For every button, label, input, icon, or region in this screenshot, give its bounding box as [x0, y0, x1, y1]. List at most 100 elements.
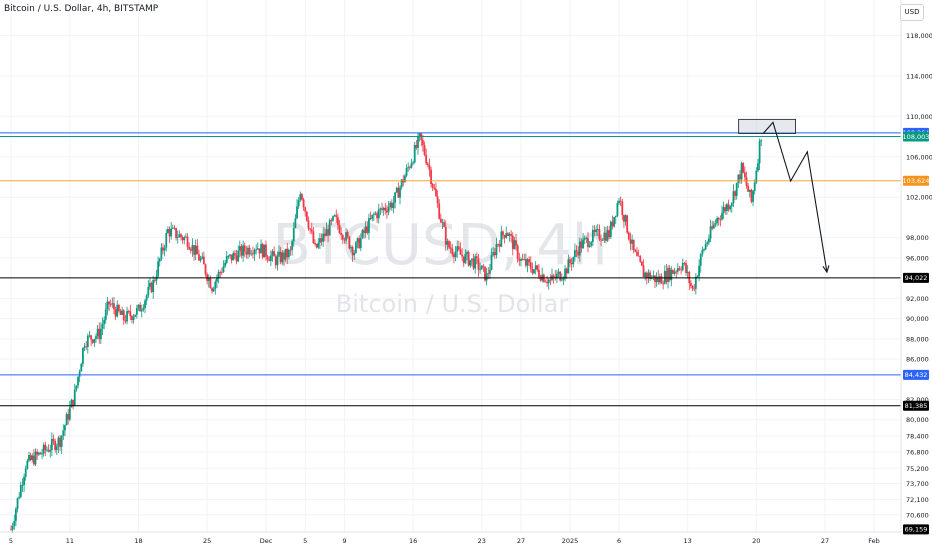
candle-body [757, 163, 759, 171]
drawings[interactable] [738, 118, 830, 274]
candle-body [655, 276, 658, 282]
price-tick-label: 118,000 [906, 32, 932, 40]
candle-body [528, 259, 531, 263]
price-axis[interactable]: 118,000 114,000 110,000 106,000 102,000 98,00… [906, 32, 932, 519]
candle-body [242, 245, 244, 256]
price-tick-label: 86,000 [906, 356, 929, 364]
candle-body [616, 203, 619, 216]
candle-body [279, 251, 282, 263]
candle-body [23, 476, 25, 486]
projection-path [762, 121, 828, 273]
candle-body [469, 260, 472, 266]
candle-body [240, 246, 243, 256]
candle-body [211, 288, 213, 292]
candle-body [343, 239, 346, 241]
candle-body [145, 295, 148, 301]
time-axis[interactable]: 5 11 18 25 Dec 5 9 16 23 27 2025 6 13 20 27 Feb [9, 537, 880, 545]
candle-body [448, 241, 450, 248]
candle-body [436, 196, 439, 204]
candle-body [686, 272, 689, 273]
candle-body [340, 233, 343, 236]
candle-body [60, 435, 63, 447]
candle-body [301, 194, 303, 200]
candle-body [224, 262, 227, 267]
candle-body [122, 310, 125, 321]
candle-body [477, 258, 480, 270]
candle-body [11, 525, 14, 530]
candle-body [451, 249, 454, 255]
candle-body [268, 259, 271, 261]
candle-body [577, 251, 580, 256]
candle-body [204, 264, 207, 275]
candle-body [294, 218, 297, 229]
candle-body [140, 309, 143, 312]
candle-body [573, 250, 576, 258]
candle-body [575, 250, 578, 252]
candle-body [232, 253, 235, 261]
price-tick-label: 102,000 [906, 194, 932, 202]
price-tick-label: 92,000 [906, 295, 929, 303]
candle-body [299, 194, 302, 201]
candle-body [70, 399, 73, 408]
candle-body [39, 452, 42, 455]
candle-body [435, 188, 437, 197]
candle-body [487, 273, 490, 275]
candle-body [44, 444, 47, 451]
candle-body [325, 229, 328, 237]
currency-button[interactable]: USD [900, 4, 924, 21]
candle-body [500, 231, 503, 247]
candle-body [549, 279, 552, 281]
candle-body [673, 271, 676, 274]
candle-body [521, 259, 524, 260]
price-tick-label: 72,100 [906, 496, 929, 504]
candle-body [278, 251, 280, 256]
candle-body [286, 248, 289, 258]
candle-body [605, 232, 607, 241]
time-tick-label: 9 [342, 537, 346, 545]
candle-body [284, 248, 287, 260]
candle-body [619, 200, 622, 202]
candle-body [533, 269, 535, 274]
candle-body [405, 167, 408, 176]
candle-body [34, 451, 37, 465]
candle-body [446, 241, 449, 245]
chart-title: Bitcoin / U.S. Dollar, 4h, BITSTAMP [4, 4, 159, 14]
candle-body [160, 247, 163, 259]
candle-body [439, 218, 442, 223]
candle-body [273, 251, 276, 257]
candle-body [758, 140, 761, 164]
candle-body [265, 244, 267, 257]
candle-body [15, 508, 17, 521]
candle-body [580, 241, 583, 249]
candle-body [258, 248, 261, 254]
candle-body [46, 449, 48, 451]
candle-body [198, 254, 200, 261]
candle-body [219, 272, 222, 273]
candle-body [336, 217, 339, 226]
candle-body [348, 236, 351, 249]
candle-body [556, 273, 558, 279]
candle-body [595, 229, 598, 233]
candle-body [665, 271, 668, 282]
candle-body [222, 266, 225, 273]
candle-body [238, 246, 241, 251]
candle-body [526, 259, 529, 266]
candle-body [350, 247, 352, 249]
candle-body [743, 172, 746, 178]
candle-body [29, 454, 32, 461]
price-tick-label: 80,000 [906, 416, 929, 424]
candle-body [431, 183, 434, 188]
candle-body [479, 269, 481, 271]
candle-body [611, 221, 614, 227]
price-tick-label: 106,000 [906, 153, 932, 161]
candle-body [675, 271, 678, 273]
candle-body [428, 164, 431, 170]
level-labels: 108,364108,003103,62494,02284,43281,3856… [903, 127, 929, 535]
candle-body [753, 182, 756, 191]
horizontal-levels[interactable] [0, 132, 901, 407]
candle-body [652, 275, 655, 278]
candle-body [516, 245, 519, 260]
candle-body [181, 237, 184, 241]
candle-body [667, 268, 669, 282]
